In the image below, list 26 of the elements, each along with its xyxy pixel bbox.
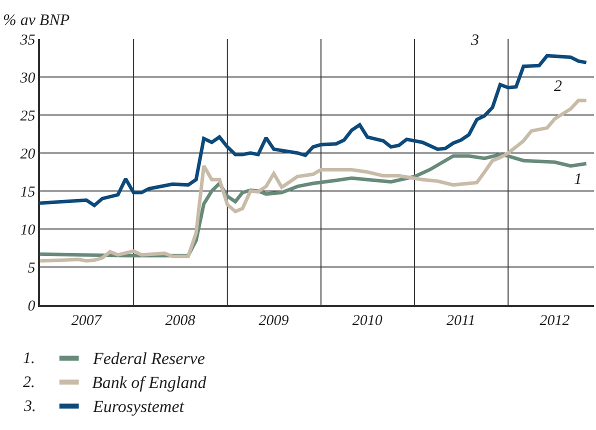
y-tick-label: 20 bbox=[20, 146, 36, 162]
legend-label: Bank of England bbox=[92, 373, 207, 392]
y-tick-label: 25 bbox=[20, 108, 36, 124]
line-series bbox=[40, 98, 588, 263]
x-tick-label: 2009 bbox=[258, 312, 290, 329]
annotation: 1 bbox=[574, 171, 582, 188]
legend-label: Eurosystemet bbox=[92, 397, 186, 416]
legend-label: Federal Reserve bbox=[92, 349, 206, 368]
y-tick-label: 0 bbox=[28, 298, 36, 314]
text: 2. bbox=[23, 374, 35, 391]
y-tick-label: 35 bbox=[19, 32, 36, 48]
annotation: 2 bbox=[554, 78, 562, 95]
y-tick-label: 10 bbox=[20, 222, 36, 238]
text: 3. bbox=[23, 398, 36, 415]
x-tick-label: 2008 bbox=[165, 312, 196, 329]
line-series bbox=[40, 54, 588, 208]
x-tick-label: 2010 bbox=[352, 312, 383, 329]
y-tick-label: 5 bbox=[28, 260, 36, 276]
y-tick-label: 15 bbox=[20, 184, 36, 200]
annotation: 3 bbox=[470, 32, 479, 49]
y-tick-label: 30 bbox=[19, 70, 36, 86]
x-tick-label: 2007 bbox=[71, 312, 103, 329]
x-tick-label: 2012 bbox=[540, 312, 570, 329]
text: 1. bbox=[23, 350, 35, 367]
y-axis-title: % av BNP bbox=[3, 12, 70, 29]
x-tick-label: 2011 bbox=[446, 312, 476, 329]
